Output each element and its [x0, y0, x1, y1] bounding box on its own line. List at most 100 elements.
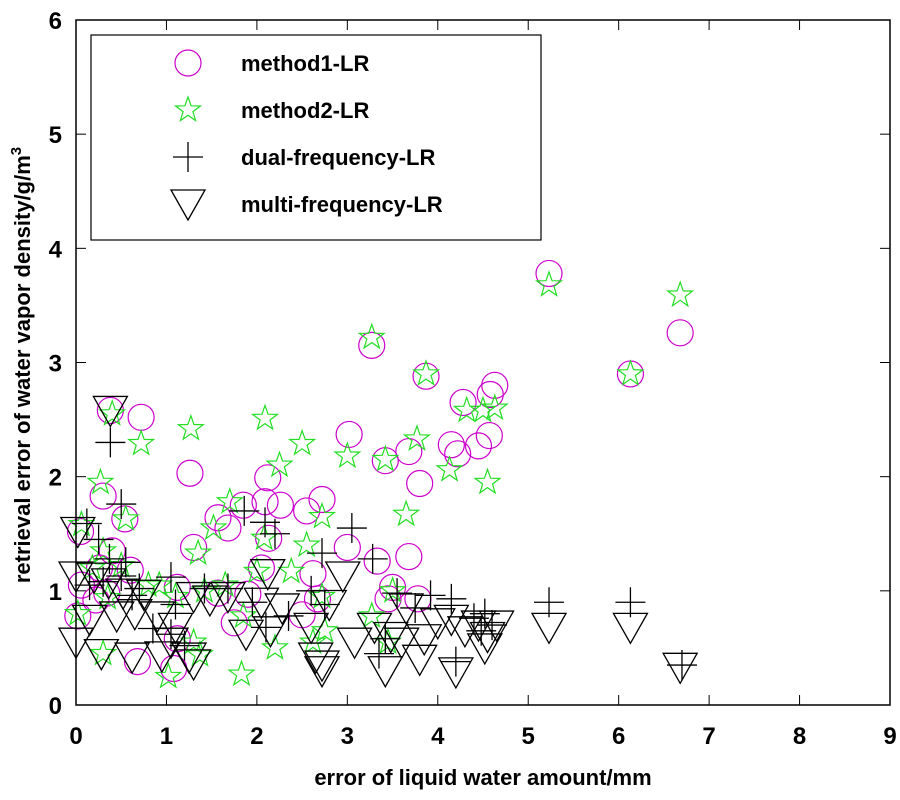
- data-point: [179, 533, 208, 562]
- data-point: [469, 621, 506, 654]
- y-tick-label: 3: [49, 351, 62, 378]
- data-point: [75, 562, 113, 595]
- data-point: [287, 428, 317, 456]
- data-point: [401, 644, 438, 677]
- data-point: [363, 547, 391, 575]
- data-point: [666, 319, 694, 347]
- series-method1-LR: [64, 259, 694, 683]
- data-point: [437, 657, 474, 690]
- data-point: [666, 650, 697, 681]
- data-point: [242, 556, 272, 584]
- x-tick-label: 1: [160, 723, 173, 750]
- data-point: [452, 395, 481, 423]
- data-point: [534, 587, 565, 618]
- data-point: [406, 469, 434, 498]
- y-tick-label: 1: [49, 579, 62, 606]
- data-point: [250, 403, 280, 431]
- y-tick-label: 0: [49, 693, 62, 720]
- data-point: [59, 516, 96, 549]
- data-point: [243, 587, 280, 620]
- series-multi-frequency-LR: [57, 395, 699, 690]
- x-tick-label: 5: [522, 723, 535, 750]
- legend-triangle-down-icon: [169, 189, 207, 222]
- data-point: [92, 395, 129, 428]
- data-point: [125, 579, 162, 612]
- data-point: [357, 322, 386, 350]
- data-point: [367, 656, 404, 689]
- data-point: [98, 601, 135, 634]
- data-point: [433, 604, 470, 637]
- series-dual-frequency-LR: [71, 427, 697, 681]
- legend-label: multi-frequency-LR: [241, 192, 443, 217]
- data-point: [259, 518, 290, 549]
- data-point: [266, 491, 295, 519]
- data-point: [662, 652, 699, 685]
- data-point: [260, 633, 290, 660]
- data-point: [175, 649, 212, 682]
- data-point: [169, 630, 200, 661]
- data-point: [449, 388, 477, 417]
- legend-item: multi-frequency-LR: [169, 189, 443, 222]
- data-point: [127, 428, 156, 456]
- x-tick-label: 6: [612, 723, 625, 750]
- data-point: [535, 259, 563, 288]
- data-point: [110, 547, 141, 578]
- data-point: [478, 610, 515, 643]
- data-point: [435, 454, 464, 482]
- data-point: [395, 542, 423, 571]
- data-point: [299, 560, 327, 588]
- data-point: [67, 509, 96, 537]
- data-point: [88, 566, 119, 597]
- x-tick-label: 7: [702, 723, 715, 750]
- data-point: [412, 362, 440, 390]
- x-tick-label: 4: [431, 723, 445, 750]
- legend-items: method1-LR method2-LR dual-frequency-LR mul…: [169, 49, 443, 222]
- data-point: [357, 543, 388, 574]
- legend-star-icon: [173, 95, 203, 122]
- y-tick-label: 5: [49, 122, 62, 149]
- x-tick-label: 2: [250, 723, 263, 750]
- data-point: [530, 612, 568, 645]
- data-point: [298, 627, 328, 655]
- data-point: [477, 610, 508, 641]
- data-marks: [57, 259, 699, 690]
- data-point: [612, 612, 649, 645]
- data-point: [309, 589, 340, 620]
- data-point: [383, 627, 420, 660]
- legend-label: method2-LR: [241, 98, 369, 123]
- data-point: [616, 360, 645, 388]
- y-tick-label: 2: [49, 465, 62, 492]
- data-point: [86, 467, 115, 495]
- data-point: [229, 491, 257, 519]
- data-point: [90, 568, 127, 601]
- data-point: [176, 413, 205, 441]
- data-point: [324, 561, 361, 594]
- data-point: [111, 505, 139, 533]
- data-point: [106, 489, 137, 520]
- data-point: [247, 554, 276, 582]
- data-point: [215, 486, 244, 514]
- data-point: [143, 641, 181, 674]
- data-point: [534, 270, 564, 297]
- legend-plus-icon: [173, 142, 203, 172]
- data-point: [273, 600, 304, 631]
- data-point: [357, 601, 386, 628]
- data-point: [85, 554, 114, 582]
- y-tick-label: 6: [49, 8, 62, 35]
- data-point: [666, 280, 695, 308]
- legend-label: dual-frequency-LR: [241, 145, 435, 170]
- data-point: [395, 437, 423, 466]
- data-point: [308, 485, 336, 514]
- x-axis-label: error of liquid water amount/mm: [314, 765, 651, 790]
- legend-box: [90, 34, 542, 241]
- data-point: [113, 642, 151, 675]
- data-point: [209, 581, 247, 614]
- y-axis-ticks: 0 1 2 3 4 5 6: [49, 8, 890, 720]
- data-point: [307, 538, 338, 569]
- data-point: [265, 450, 294, 478]
- data-point: [475, 421, 503, 450]
- data-point: [71, 604, 108, 637]
- data-point: [468, 395, 498, 423]
- data-point: [78, 553, 107, 580]
